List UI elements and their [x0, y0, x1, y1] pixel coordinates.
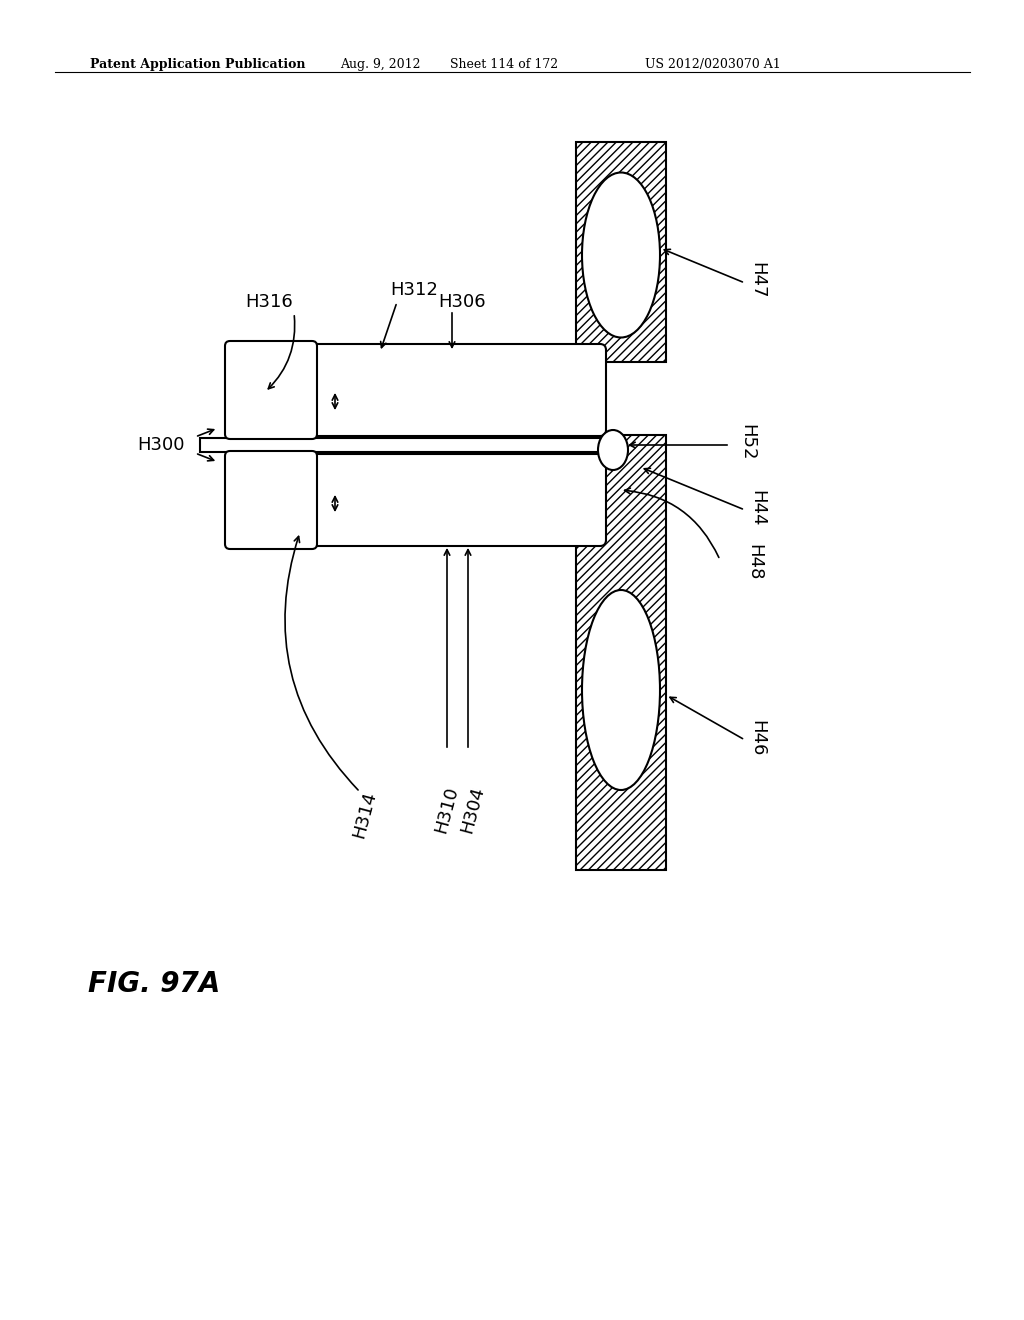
Ellipse shape: [582, 590, 660, 789]
Text: H304: H304: [458, 784, 487, 836]
Text: H44: H44: [748, 490, 766, 527]
Text: H312: H312: [390, 281, 438, 300]
FancyBboxPatch shape: [225, 451, 317, 549]
Text: Patent Application Publication: Patent Application Publication: [90, 58, 305, 71]
Text: H314: H314: [350, 789, 380, 841]
Bar: [575, 350, 600, 378]
Text: Aug. 9, 2012: Aug. 9, 2012: [340, 58, 421, 71]
Bar: [200, 438, 620, 451]
Text: Sheet 114 of 172: Sheet 114 of 172: [450, 58, 558, 71]
Text: H306: H306: [438, 293, 485, 312]
FancyBboxPatch shape: [309, 345, 606, 436]
FancyBboxPatch shape: [309, 454, 606, 546]
Bar: [575, 143, 666, 362]
Text: US 2012/0203070 A1: US 2012/0203070 A1: [645, 58, 780, 71]
Ellipse shape: [598, 430, 628, 470]
FancyBboxPatch shape: [225, 341, 317, 440]
Text: H48: H48: [745, 544, 763, 581]
Text: H300: H300: [137, 436, 185, 454]
Text: FIG. 97A: FIG. 97A: [88, 970, 220, 998]
Text: H46: H46: [748, 719, 766, 756]
Text: H52: H52: [738, 424, 756, 461]
Text: H316: H316: [245, 293, 293, 312]
Ellipse shape: [582, 173, 660, 338]
Text: H310: H310: [432, 784, 462, 836]
Text: H47: H47: [748, 261, 766, 298]
Bar: [575, 436, 666, 870]
Bar: [575, 512, 600, 540]
